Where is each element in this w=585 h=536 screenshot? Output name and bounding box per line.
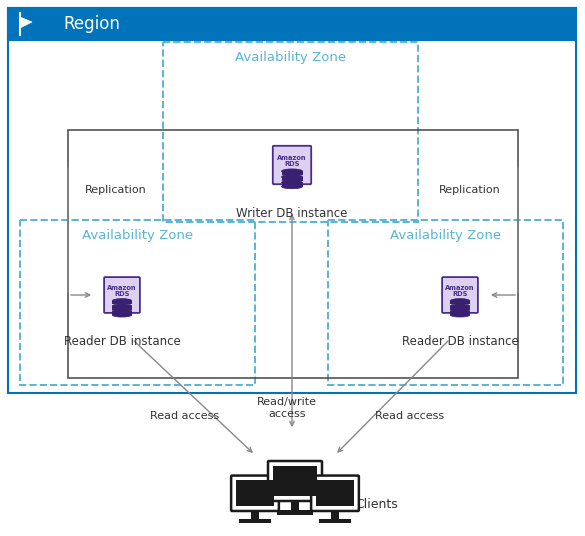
Text: Read access: Read access	[376, 411, 445, 421]
Bar	[112, 306, 132, 310]
Ellipse shape	[281, 180, 302, 185]
Bar	[252, 510, 259, 519]
Bar	[239, 519, 271, 523]
Text: Reader DB instance: Reader DB instance	[64, 335, 180, 348]
Bar	[273, 466, 317, 496]
Ellipse shape	[450, 309, 470, 314]
Text: RDS: RDS	[452, 292, 467, 297]
FancyBboxPatch shape	[442, 277, 478, 313]
FancyBboxPatch shape	[311, 475, 359, 511]
Polygon shape	[20, 17, 32, 28]
Text: Read/write
access: Read/write access	[257, 397, 317, 419]
Bar	[8, 8, 576, 40]
Text: Amazon: Amazon	[445, 286, 475, 292]
Bar	[450, 301, 470, 304]
FancyBboxPatch shape	[268, 461, 322, 501]
Bar	[316, 480, 355, 507]
Text: Writer DB instance: Writer DB instance	[236, 207, 347, 220]
Text: Amazon: Amazon	[107, 286, 137, 292]
Bar	[328, 220, 563, 385]
FancyBboxPatch shape	[231, 475, 279, 511]
Ellipse shape	[281, 184, 302, 189]
Bar	[112, 311, 132, 315]
Ellipse shape	[450, 313, 470, 317]
Bar	[281, 171, 302, 175]
Bar	[8, 8, 576, 393]
Text: Region: Region	[63, 15, 120, 33]
Text: Clients: Clients	[355, 498, 398, 511]
Text: Availability Zone: Availability Zone	[390, 228, 501, 242]
Bar	[450, 311, 470, 315]
Text: Availability Zone: Availability Zone	[82, 228, 193, 242]
Bar	[450, 306, 470, 310]
Text: Replication: Replication	[439, 185, 501, 195]
Bar	[281, 177, 302, 181]
Bar	[291, 500, 299, 510]
Text: RDS: RDS	[114, 292, 130, 297]
Bar	[281, 183, 302, 187]
Ellipse shape	[112, 313, 132, 317]
Text: Reader DB instance: Reader DB instance	[402, 335, 518, 348]
Ellipse shape	[112, 299, 132, 303]
Ellipse shape	[281, 169, 302, 174]
Bar	[277, 510, 313, 515]
FancyBboxPatch shape	[273, 146, 311, 184]
Bar	[20, 220, 255, 385]
Bar	[319, 519, 351, 523]
Text: RDS: RDS	[284, 161, 300, 167]
Ellipse shape	[281, 175, 302, 179]
FancyBboxPatch shape	[104, 277, 140, 313]
Bar	[112, 301, 132, 304]
Text: Replication: Replication	[85, 185, 147, 195]
Ellipse shape	[450, 304, 470, 308]
Text: Availability Zone: Availability Zone	[235, 50, 346, 63]
Bar	[332, 510, 339, 519]
Text: Read access: Read access	[150, 411, 219, 421]
Bar	[68, 130, 518, 378]
Ellipse shape	[450, 299, 470, 303]
Bar	[236, 480, 274, 507]
Text: Amazon: Amazon	[277, 155, 307, 161]
Ellipse shape	[112, 309, 132, 314]
Ellipse shape	[112, 304, 132, 308]
Bar	[163, 42, 418, 222]
